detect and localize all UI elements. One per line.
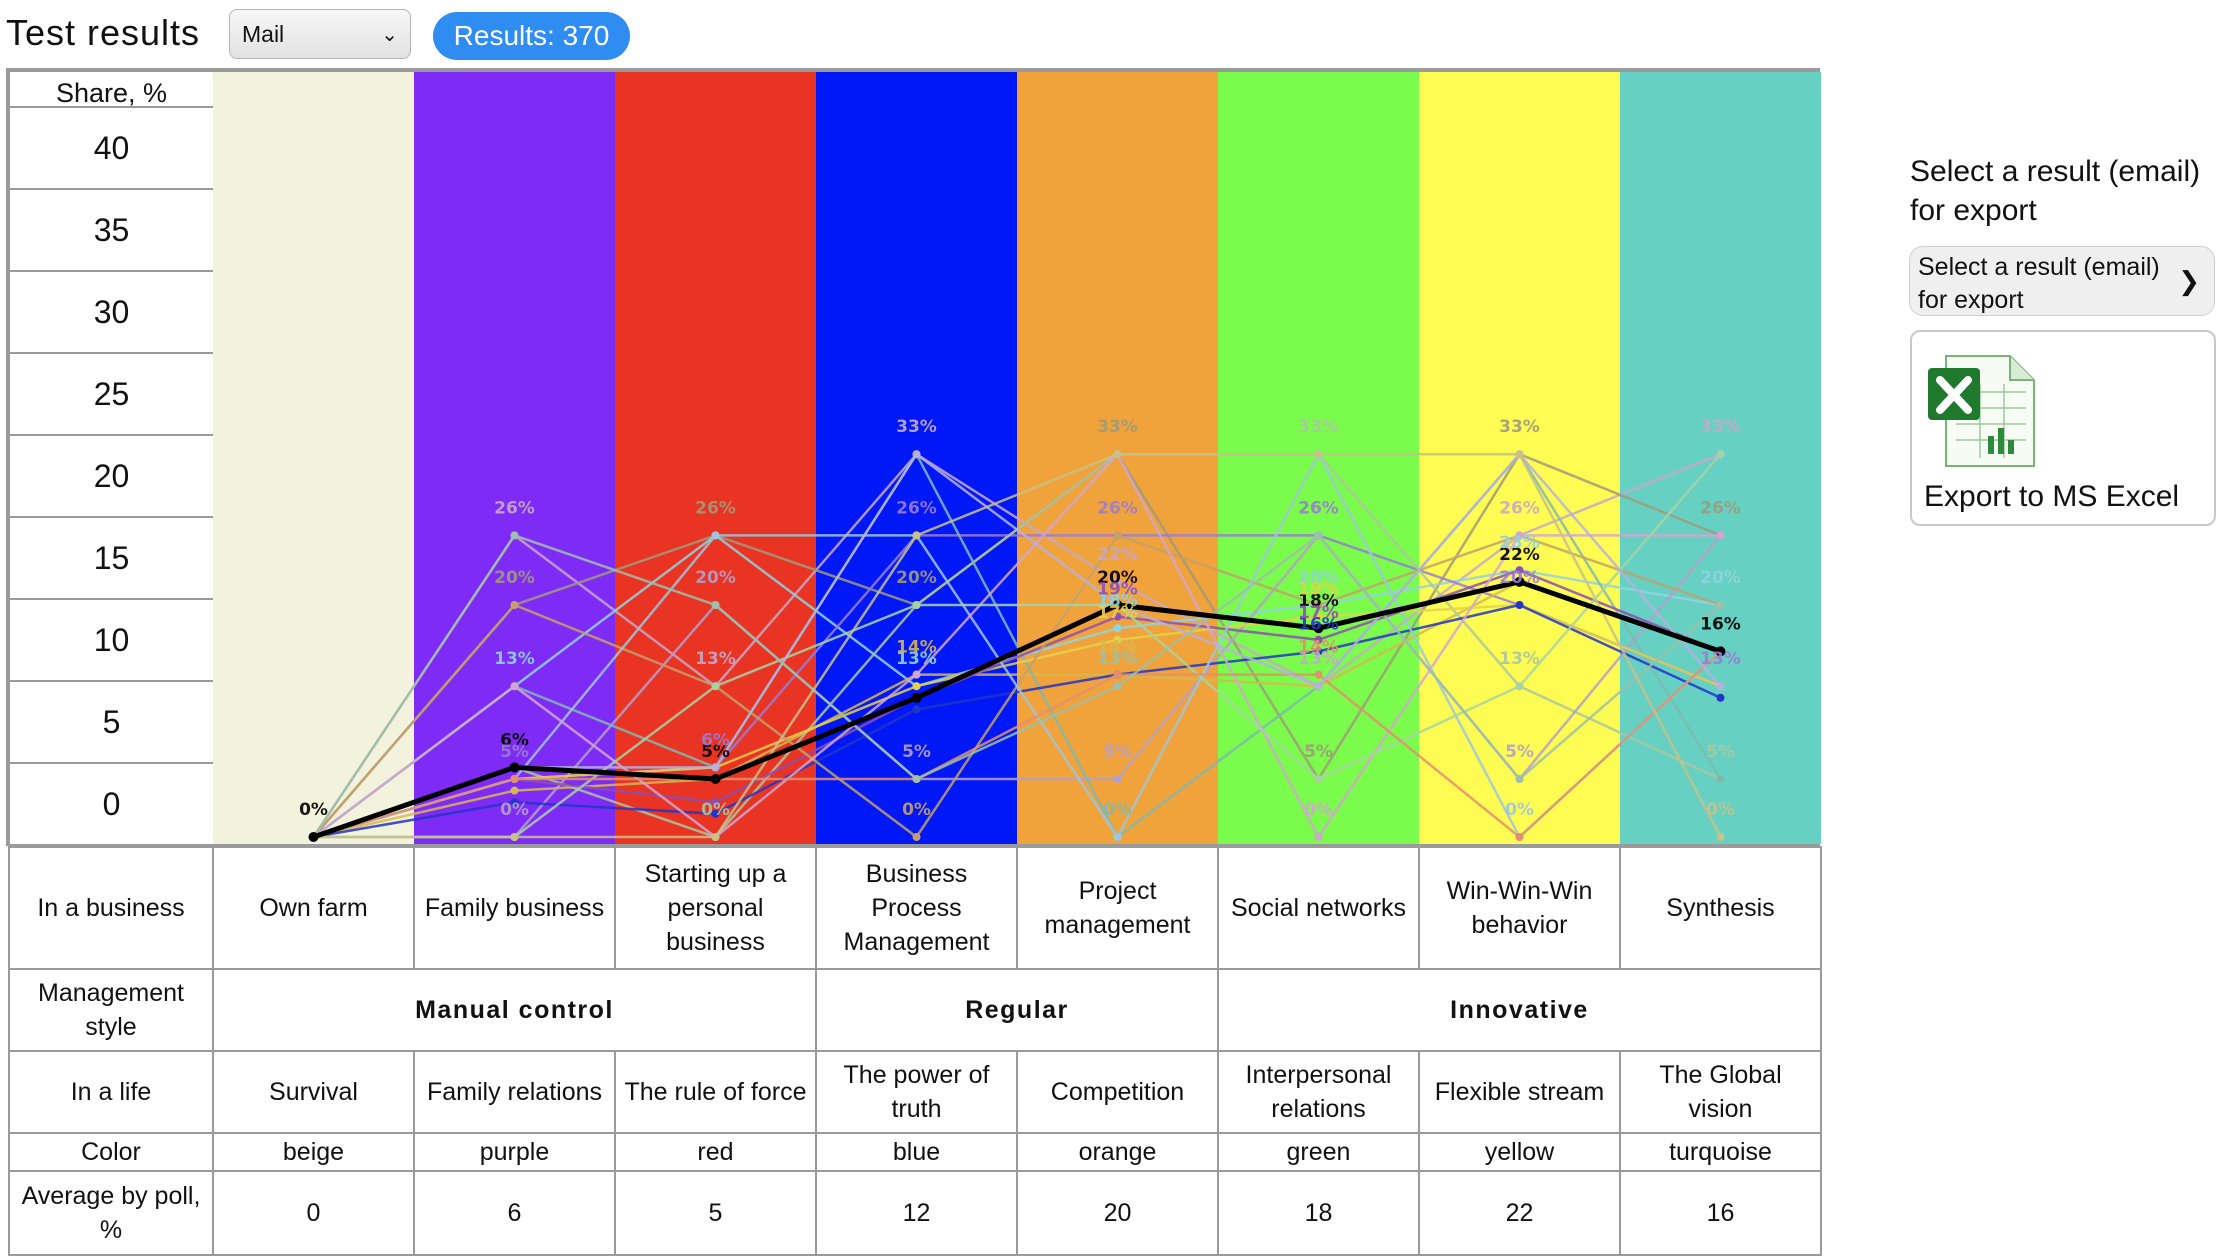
cell-average: 22 xyxy=(1418,1170,1621,1256)
cell-business: Project management xyxy=(1016,846,1219,970)
y-tick: 20 xyxy=(10,434,213,516)
group-innovative: Innovative xyxy=(1217,968,1822,1052)
cell-life: Competition xyxy=(1016,1050,1219,1134)
export-heading: Select a result (email) for export xyxy=(1910,155,2201,227)
cell-color: purple xyxy=(413,1132,616,1172)
y-axis: Share, % 40 35 30 25 20 15 10 5 0 xyxy=(10,72,213,844)
row-business: In a business Own farm Family business S… xyxy=(8,846,1822,970)
cell-life: Survival xyxy=(212,1050,415,1134)
y-tick: 35 xyxy=(10,188,213,270)
cell-average: 20 xyxy=(1016,1170,1219,1256)
source-select-value: Mail xyxy=(242,20,285,47)
page-title: Test results xyxy=(6,12,201,53)
categories-table: In a business Own farm Family business S… xyxy=(8,846,1822,1256)
color-column xyxy=(1017,72,1218,844)
export-select-placeholder: Select a result (email) for export xyxy=(1918,253,2160,314)
group-manual-control: Manual control xyxy=(212,968,817,1052)
excel-icon xyxy=(1928,355,2035,467)
export-button-label: Export to MS Excel xyxy=(1924,480,2180,513)
cell-life: The Global vision xyxy=(1619,1050,1822,1134)
cell-business: Own farm xyxy=(212,846,415,970)
y-tick: 5 xyxy=(10,680,213,762)
cell-color: red xyxy=(614,1132,817,1172)
y-tick: 10 xyxy=(10,598,213,680)
color-column xyxy=(615,72,816,844)
cell-color: blue xyxy=(815,1132,1018,1172)
row-head-life: In a life xyxy=(8,1050,214,1134)
group-regular: Regular xyxy=(815,968,1219,1052)
y-axis-title: Share, % xyxy=(55,78,168,108)
cell-life: The power of truth xyxy=(815,1050,1018,1134)
row-management-style: Management style Manual control Regular … xyxy=(8,968,1822,1052)
row-average: Average by poll, % 0 6 5 12 20 18 22 16 xyxy=(8,1170,1822,1256)
cell-life: Interpersonal relations xyxy=(1217,1050,1420,1134)
color-column xyxy=(1419,72,1620,844)
y-tick: 40 xyxy=(10,106,213,188)
cell-business: Win-Win-Win behavior xyxy=(1418,846,1621,970)
chevron-down-icon: ❯ xyxy=(2178,266,2200,296)
cell-average: 0 xyxy=(212,1170,415,1256)
y-tick: 25 xyxy=(10,352,213,434)
cell-color: green xyxy=(1217,1132,1420,1172)
cell-business: Starting up a personal business xyxy=(614,846,817,970)
cell-color: beige xyxy=(212,1132,415,1172)
row-color: Color beige purple red blue orange green… xyxy=(8,1132,1822,1172)
chevron-down-icon: ⌄ xyxy=(381,23,398,46)
cell-life: The rule of force xyxy=(614,1050,817,1134)
y-tick: 30 xyxy=(10,270,213,352)
color-column xyxy=(1620,72,1821,844)
export-result-select[interactable]: Select a result (email) for export ❯ xyxy=(1909,246,2215,316)
row-head-color: Color xyxy=(8,1132,214,1172)
cell-color: yellow xyxy=(1418,1132,1621,1172)
row-head-business: In a business xyxy=(8,846,214,970)
color-column xyxy=(816,72,1017,844)
y-tick: 15 xyxy=(10,516,213,598)
cell-color: orange xyxy=(1016,1132,1219,1172)
cell-average: 12 xyxy=(815,1170,1018,1256)
cell-business: Social networks xyxy=(1217,846,1420,970)
row-life: In a life Survival Family relations The … xyxy=(8,1050,1822,1134)
row-head-style: Management style xyxy=(8,968,214,1052)
cell-color: turquoise xyxy=(1619,1132,1822,1172)
cell-life: Flexible stream xyxy=(1418,1050,1621,1134)
results-count-badge: Results: 370 xyxy=(433,12,630,60)
cell-business: Family business xyxy=(413,846,616,970)
cell-business: Business Process Management xyxy=(815,846,1018,970)
color-column xyxy=(414,72,615,844)
cell-life: Family relations xyxy=(413,1050,616,1134)
cell-average: 16 xyxy=(1619,1170,1822,1256)
color-column xyxy=(1218,72,1419,844)
source-select[interactable]: Mail ⌄ xyxy=(229,9,411,59)
export-excel-button[interactable]: Export to MS Excel xyxy=(1910,330,2216,526)
y-tick: 0 xyxy=(10,762,213,844)
cell-average: 18 xyxy=(1217,1170,1420,1256)
cell-average: 6 xyxy=(413,1170,616,1256)
cell-average: 5 xyxy=(614,1170,817,1256)
row-head-average: Average by poll, % xyxy=(8,1170,214,1256)
color-column xyxy=(213,72,414,844)
cell-business: Synthesis xyxy=(1619,846,1822,970)
